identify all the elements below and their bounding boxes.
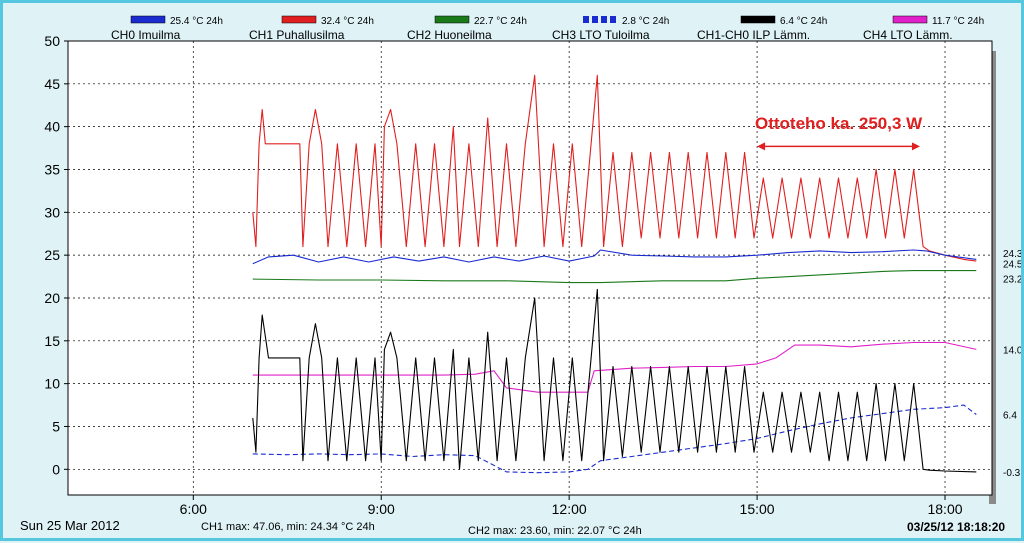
end-label: 14.0 [1003,345,1021,356]
legend-channel-name: CH2 Huoneilma [407,28,492,42]
x-tick-label: 12:00 [552,501,587,517]
y-tick-label: 40 [44,119,60,135]
legend-swatch [740,15,776,24]
y-tick-label: 45 [44,76,60,92]
plot-area [67,40,993,496]
legend-value: 25.4 °C 24h [170,16,223,27]
end-label: 23.2 [1003,275,1021,286]
legend-value: 32.4 °C 24h [321,16,374,27]
x-tick-label: 18:00 [927,501,962,517]
series-line [252,288,977,473]
y-tick-label: 0 [52,461,60,477]
footer-date: Sun 25 Mar 2012 [20,518,120,533]
y-tick-label: 30 [44,204,60,220]
x-tick-label: 6:00 [180,501,207,517]
legend-channel-name: CH1 Puhallusilma [249,28,345,42]
series-lines [252,74,977,474]
y-tick-label: 10 [44,376,60,392]
legend-swatch-segment [610,16,616,23]
legend-swatch [434,15,470,24]
x-tick-label: 9:00 [368,501,395,517]
annotation-text: Ottoteho ka. 250,3 W [755,114,923,133]
legend-value: 6.4 °C 24h [780,16,827,27]
annotation-arrow-head-right [911,142,920,151]
x-axis: 6:00 9:00 12:00 15:00 18:00 [180,495,963,517]
annotation-arrow-head-left [757,142,766,151]
legend-channel-name: CH3 LTO Tuloilma [552,28,650,42]
legend-swatch [130,15,166,24]
y-tick-label: 20 [44,290,60,306]
legend-swatch-segment [601,16,607,23]
series-line [252,74,977,262]
series-line [252,270,977,284]
legend-channel-name: CH0 Imuilma [111,28,181,42]
footer-ch2-stats: CH2 max: 23.60, min: 22.07 °C 24h [468,525,642,537]
legend-swatch-segment [583,16,589,23]
end-label: 6.4 [1003,410,1017,421]
y-tick-label: 15 [44,333,60,349]
y-tick-label: 5 [52,418,60,434]
legend-value: 11.7 °C 24h [932,16,984,27]
legend-value: 2.8 °C 24h [622,16,669,27]
legend-swatch [281,15,317,24]
legend-swatch-segment [592,16,598,23]
legend-channel-name: CH4 LTO Lämm. [863,28,953,42]
end-label: 24.3 [1003,249,1021,260]
end-label: 24.5 [1003,259,1021,270]
legend-channel-name: CH1-CH0 ILP Lämm. [697,28,810,42]
y-tick-label: 50 [44,33,60,49]
end-labels: 24.324.5 23.2 14.0 6.4 -0.3 [1003,249,1023,479]
annotation: Ottoteho ka. 250,3 W [755,114,923,151]
series-line [252,404,977,474]
end-label: -0.3 [1003,468,1021,479]
x-tick-label: 15:00 [740,501,775,517]
footer-ch1-stats: CH1 max: 47.06, min: 24.34 °C 24h [201,521,375,533]
legend-swatch [892,15,928,24]
y-tick-label: 35 [44,161,60,177]
footer-timestamp: 03/25/12 18:18:20 [907,520,1005,534]
y-tick-label: 25 [44,247,60,263]
legend-value: 22.7 °C 24h [474,16,527,27]
grid-lines [68,40,992,495]
series-line [252,249,977,265]
